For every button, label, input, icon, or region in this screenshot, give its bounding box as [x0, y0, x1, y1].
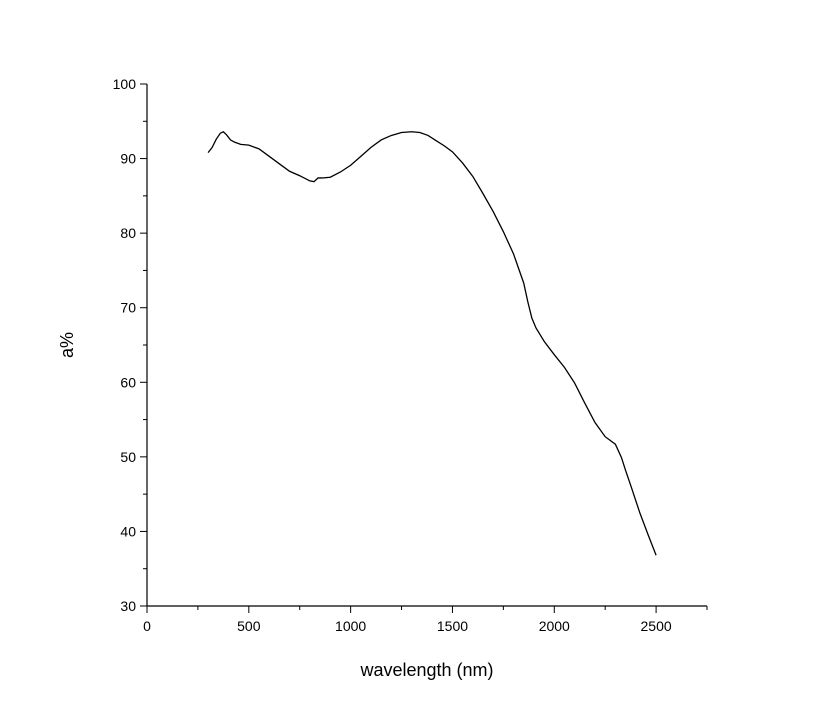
x-tick-label: 500 [237, 618, 261, 634]
y-ticks: 30 40 50 60 70 80 90 100 [113, 76, 147, 614]
x-tick-label: 2500 [641, 618, 672, 634]
series-line [207, 130, 657, 556]
y-tick-label: 50 [120, 449, 136, 465]
x-tick-label: 2000 [539, 618, 570, 634]
axes [146, 84, 707, 607]
x-tick-label: 1000 [335, 618, 366, 634]
x-axis-title: wavelength (nm) [359, 660, 493, 680]
x-tick-label: 0 [143, 618, 151, 634]
y-axis-title: a% [57, 332, 77, 358]
y-tick-label: 80 [120, 225, 136, 241]
x-ticks: 0 500 1000 1500 2000 2500 [143, 606, 708, 634]
y-tick-label: 90 [120, 151, 136, 167]
y-tick-label: 70 [120, 300, 136, 316]
x-tick-label: 1500 [437, 618, 468, 634]
y-tick-label: 100 [113, 76, 137, 92]
y-tick-label: 40 [120, 523, 136, 539]
y-tick-label: 30 [120, 598, 136, 614]
y-tick-label: 60 [120, 374, 136, 390]
